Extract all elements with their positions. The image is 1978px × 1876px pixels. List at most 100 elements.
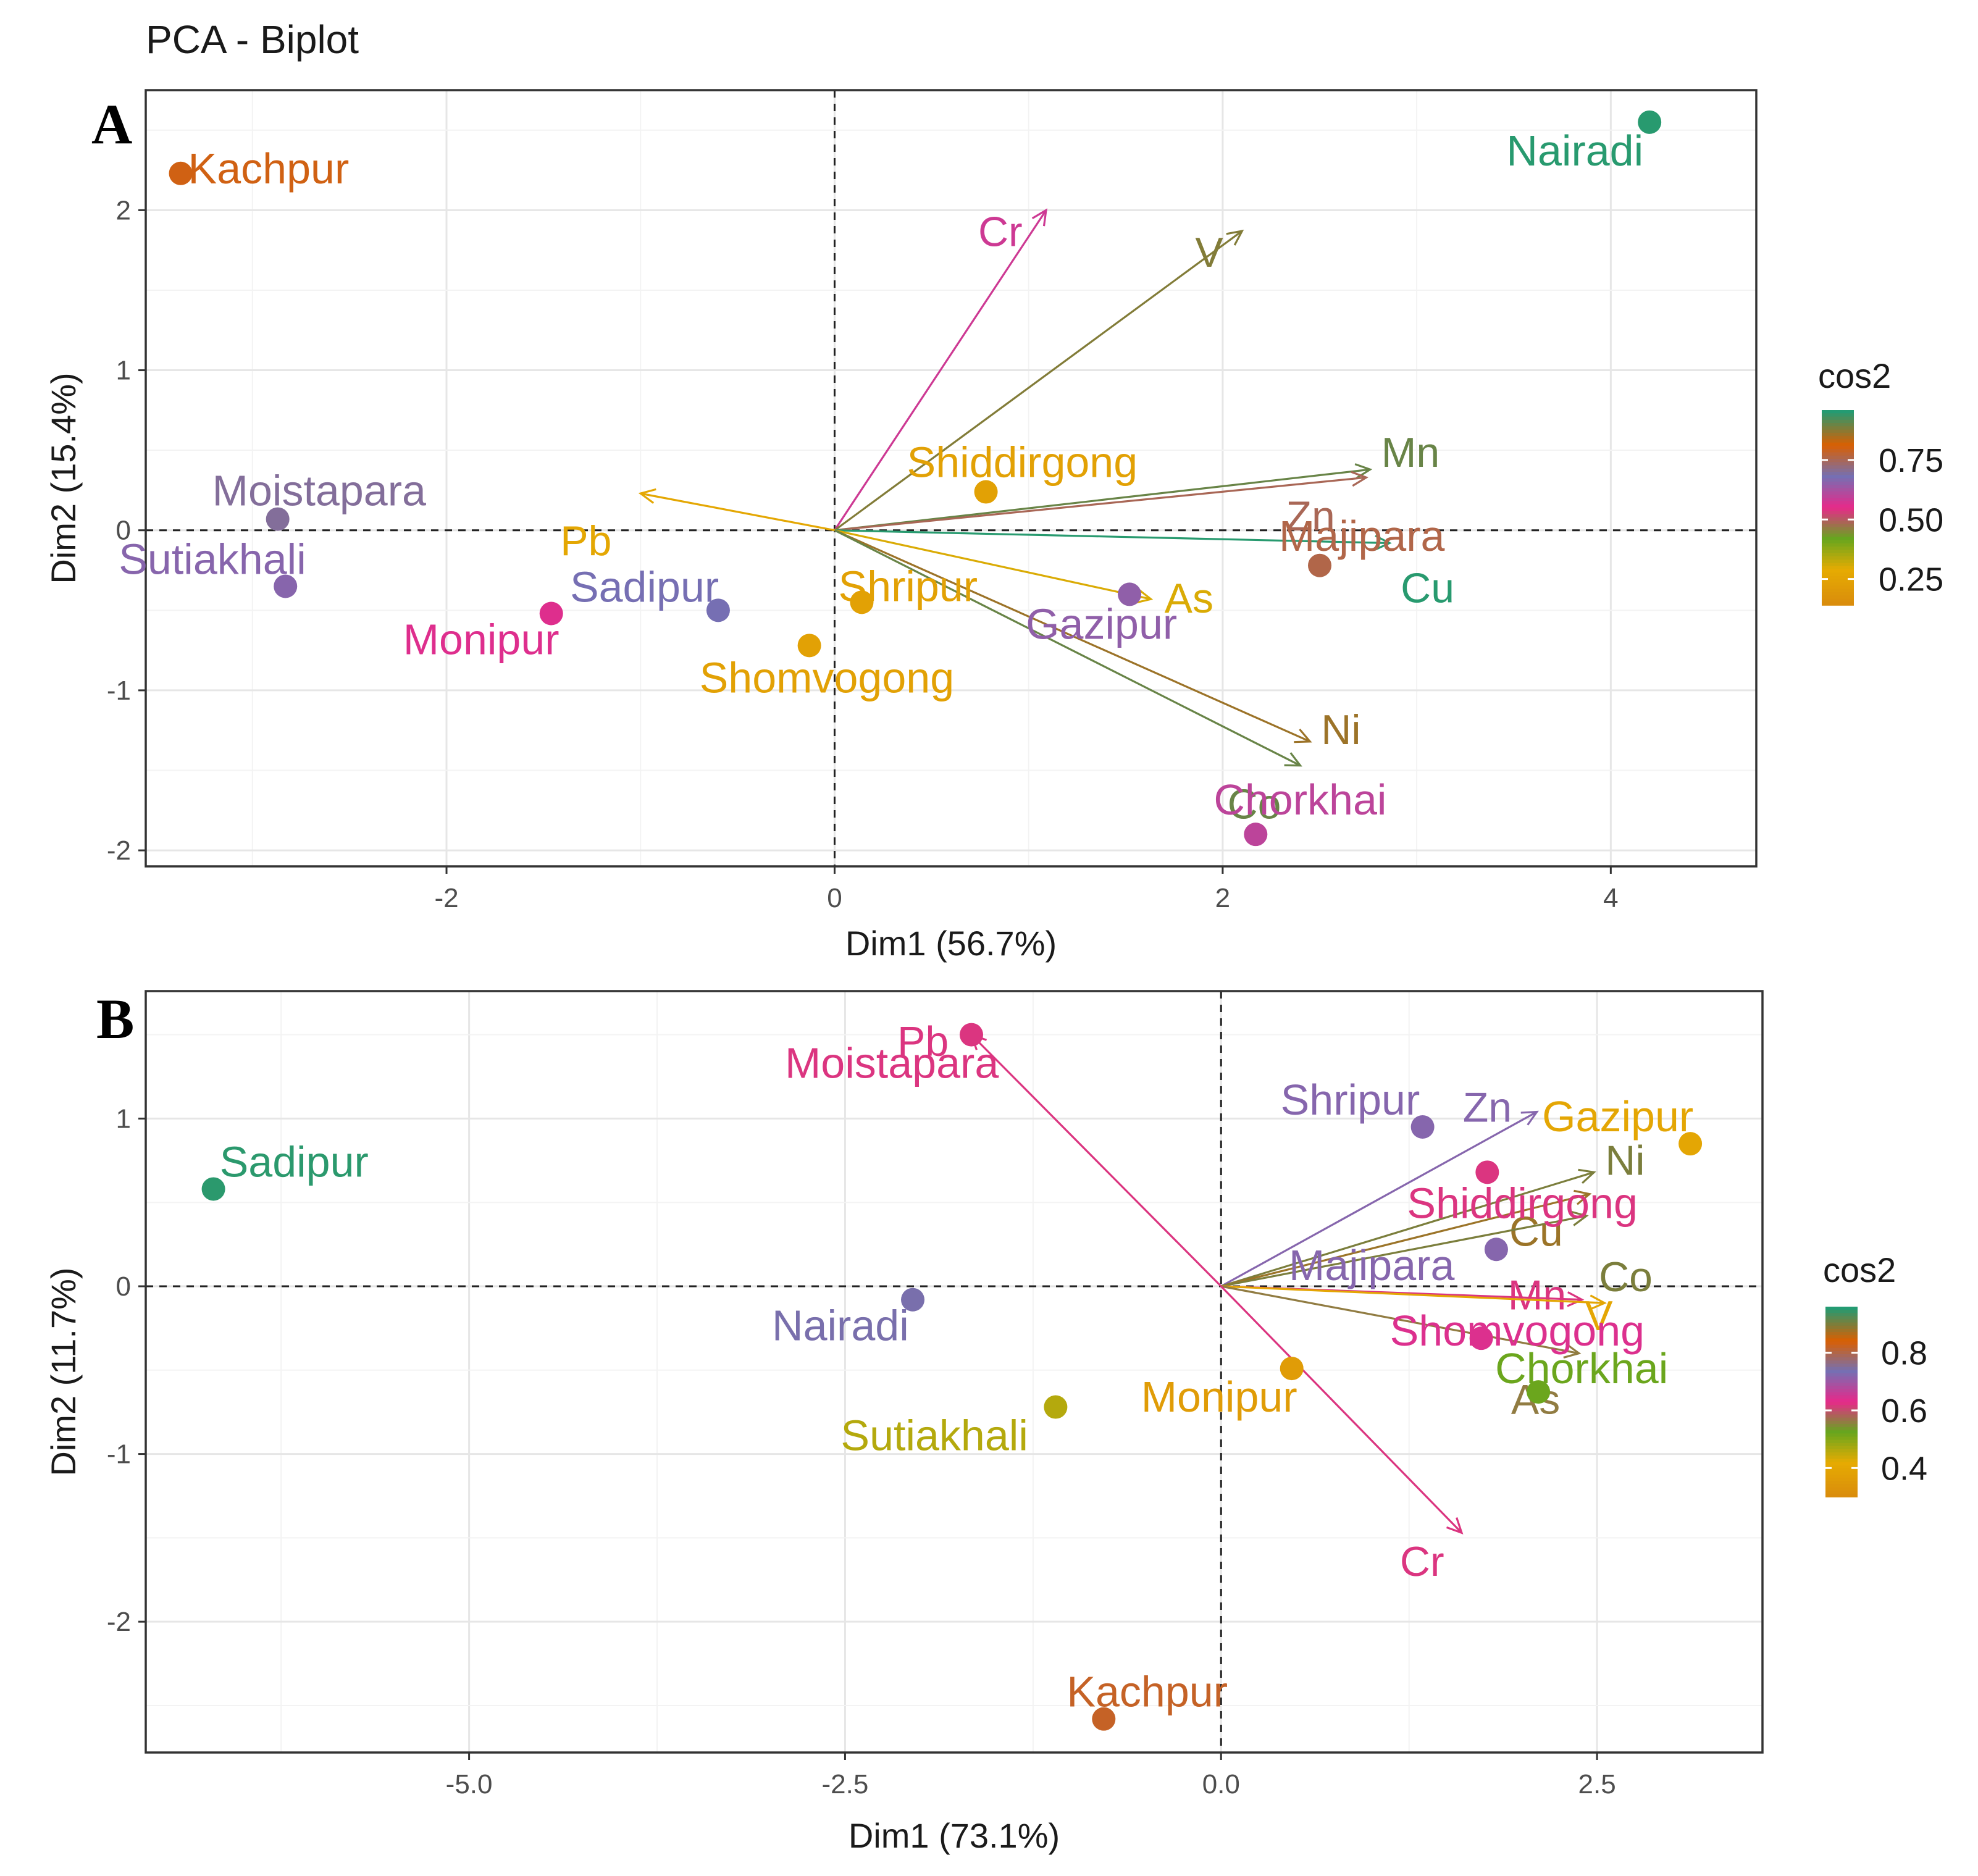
figure-title: PCA - Biplot (146, 17, 359, 62)
variable-arrowhead-zn (1351, 471, 1369, 487)
legend-color-step (1822, 475, 1854, 479)
legend-color-step (1825, 1307, 1858, 1310)
legend-color-step (1825, 1436, 1858, 1441)
variable-label-pb: Pb (560, 517, 611, 564)
legend-color-step (1825, 1363, 1858, 1368)
x-tick-label: 2.5 (1578, 1769, 1616, 1799)
point-label-gazipur: Gazipur (1026, 600, 1177, 648)
legend-color-step (1825, 1493, 1858, 1497)
point-kachpur (1092, 1707, 1116, 1731)
legend-color-step (1825, 1341, 1858, 1346)
point-label-shiddirgong: Shiddirgong (1407, 1179, 1638, 1227)
variable-arrow-ni (834, 529, 1310, 743)
variable-label-as: As (1165, 575, 1213, 622)
legend-color-step (1822, 504, 1854, 508)
legend-color-step (1822, 585, 1854, 590)
legend-color-step (1822, 491, 1854, 495)
plot-area (146, 90, 1756, 866)
x-tick-label: 2 (1215, 883, 1230, 913)
legend-tick-label: 0.4 (1881, 1450, 1927, 1487)
variable-arrowhead-mn (1567, 1291, 1585, 1307)
variable-arrow-cr (1220, 1285, 1463, 1534)
legend-color-step (1822, 452, 1854, 456)
variable-arrow-zn (834, 476, 1367, 532)
legend-color-step (1825, 1325, 1858, 1330)
legend-color-step (1825, 1402, 1858, 1405)
variable-arrow-ni (1220, 1171, 1595, 1288)
point-label-chorkhai: Chorkhai (1213, 776, 1386, 824)
x-axis-title: Dim1 (73.1%) (849, 1816, 1060, 1855)
variable-arrowhead-v (1589, 1294, 1607, 1310)
variable-arrow-as (834, 529, 1151, 600)
legend-color-step (1825, 1478, 1858, 1482)
legend-color-step (1825, 1449, 1858, 1453)
legend-color-step (1825, 1408, 1858, 1412)
variable-label-cu: Cu (1401, 564, 1454, 611)
panel-label: B (96, 987, 134, 1050)
legend-color-step (1825, 1443, 1858, 1447)
legend-color-step (1825, 1439, 1858, 1444)
legend-color-step (1822, 527, 1854, 531)
legend-color-step (1825, 1487, 1858, 1491)
x-tick-label: 0.0 (1202, 1769, 1240, 1799)
legend-color-step (1822, 553, 1854, 557)
legend-color-step (1822, 601, 1854, 606)
variable-arrowhead-cr (1446, 1517, 1464, 1535)
y-axis-title: Dim2 (11.7%) (44, 1267, 83, 1476)
legend-color-step (1825, 1386, 1858, 1390)
legend-color-step (1825, 1313, 1858, 1317)
legend-color-step (1825, 1376, 1858, 1380)
legend-color-step (1822, 501, 1854, 505)
x-tick-label: -5.0 (446, 1769, 493, 1799)
x-tick-label: 0 (827, 883, 842, 913)
legend-color-step (1822, 530, 1854, 534)
legend-color-step (1825, 1420, 1858, 1425)
legend-color-step (1825, 1347, 1858, 1352)
y-tick-label: -1 (107, 676, 131, 706)
legend-color-step (1822, 598, 1854, 603)
legend-color-step (1822, 413, 1854, 417)
legend-color-step (1822, 436, 1854, 440)
point-label-nairadi: Nairadi (772, 1302, 909, 1350)
legend-color-step (1825, 1392, 1858, 1396)
variable-arrowhead-pb (638, 488, 656, 504)
legend-color-step (1822, 429, 1854, 433)
x-tick-label: 4 (1603, 883, 1618, 913)
legend-color-step (1825, 1354, 1858, 1358)
point-sadipur (201, 1177, 225, 1201)
variable-arrowhead-as (1134, 588, 1154, 604)
panel-b: -5.0 -2.5 0.0 2.5 -2 -1 0 1 Dim1 (73.1%) Dim2 (11… (44, 987, 1927, 1855)
x-tick-label: -2.5 (822, 1769, 869, 1799)
legend-color-step (1825, 1490, 1858, 1494)
variable-arrow-mn (834, 468, 1370, 532)
variable-arrowhead-as (1563, 1342, 1582, 1359)
legend-color-step (1822, 455, 1854, 459)
legend-color-step (1825, 1322, 1858, 1326)
legend-color-step (1825, 1417, 1858, 1422)
legend-color-step (1822, 449, 1854, 453)
legend-tick-label: 0.75 (1879, 442, 1943, 479)
point-label-monipur: Monipur (403, 616, 559, 664)
legend-color-step (1825, 1452, 1858, 1457)
point-label-chorkhai: Chorkhai (1495, 1344, 1668, 1392)
legend-color-step (1822, 419, 1854, 424)
point-label-majipara: Majipara (1289, 1241, 1455, 1289)
legend-color-step (1825, 1455, 1858, 1460)
variable-label-zn: Zn (1286, 493, 1335, 540)
legend-color-step (1825, 1360, 1858, 1365)
variable-arrowhead-v (1226, 229, 1244, 246)
point-moistapara (266, 507, 290, 531)
legend-color-step (1825, 1481, 1858, 1485)
y-tick-label: 0 (116, 1271, 131, 1302)
plot-border (145, 990, 1764, 1754)
point-moistapara (960, 1023, 984, 1047)
legend-color-step (1825, 1335, 1858, 1339)
legend-color-step (1822, 566, 1854, 570)
point-sutiakhali (274, 574, 298, 598)
variable-label-cu: Cu (1509, 1208, 1563, 1255)
point-sadipur (706, 598, 730, 622)
legend-color-step (1825, 1350, 1858, 1355)
legend-color-step (1825, 1423, 1858, 1428)
legend-color-step (1822, 508, 1854, 512)
legend-tick-label: 0.8 (1881, 1335, 1927, 1372)
